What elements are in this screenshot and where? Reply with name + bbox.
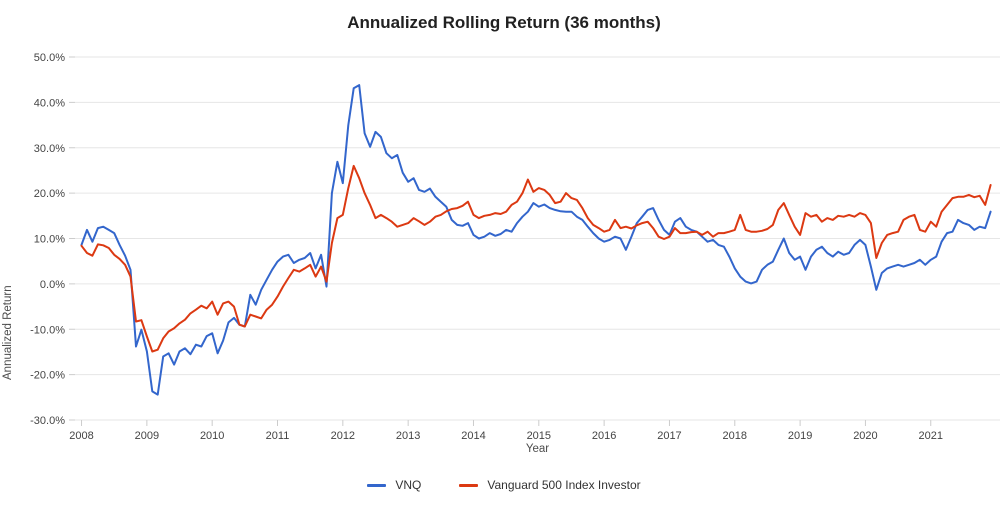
y-tick-label: 30.0% — [34, 143, 65, 155]
y-tick-label: 0.0% — [40, 279, 65, 291]
legend-item-vanguard-500[interactable]: Vanguard 500 Index Investor — [459, 478, 641, 492]
y-tick-label: 20.0% — [34, 188, 65, 200]
x-tick-label: 2010 — [200, 430, 224, 442]
chart-line-vanguard-500 — [80, 164, 992, 353]
x-tick-label: 2008 — [69, 430, 93, 442]
x-tick-label: 2019 — [788, 430, 812, 442]
y-axis-title: Annualized Return — [2, 285, 14, 380]
x-tick-label: 2012 — [331, 430, 355, 442]
x-tick-label: 2018 — [723, 430, 747, 442]
y-tick-label: 50.0% — [34, 52, 65, 64]
legend-label-vnq: VNQ — [395, 478, 422, 492]
x-tick-label: 2015 — [527, 430, 551, 442]
x-tick-label: 2011 — [266, 430, 290, 442]
legend-label-vanguard-500: Vanguard 500 Index Investor — [487, 478, 641, 492]
x-tick-label: 2017 — [657, 430, 681, 442]
chart-line-vnq — [80, 84, 992, 396]
y-tick-label: 40.0% — [34, 97, 65, 109]
vanguard-500-line-swatch — [459, 483, 479, 487]
vnq-line-swatch — [367, 483, 387, 487]
x-tick-label: 2021 — [919, 430, 943, 442]
y-tick-label: -10.0% — [30, 324, 65, 336]
x-tick-label: 2013 — [396, 430, 420, 442]
x-tick-label: 2009 — [135, 430, 159, 442]
legend: VNQ Vanguard 500 Index Investor — [0, 478, 1008, 492]
x-tick-label: 2020 — [853, 430, 877, 442]
y-tick-label: 10.0% — [34, 234, 65, 246]
y-tick-label: -20.0% — [30, 370, 65, 382]
x-tick-label: 2016 — [592, 430, 616, 442]
y-tick-label: -30.0% — [30, 415, 65, 427]
x-axis-title: Year — [525, 443, 550, 455]
chart-title: Annualized Rolling Return (36 months) — [347, 13, 661, 32]
x-tick-label: 2014 — [461, 430, 485, 442]
legend-item-vnq[interactable]: VNQ — [367, 478, 421, 492]
